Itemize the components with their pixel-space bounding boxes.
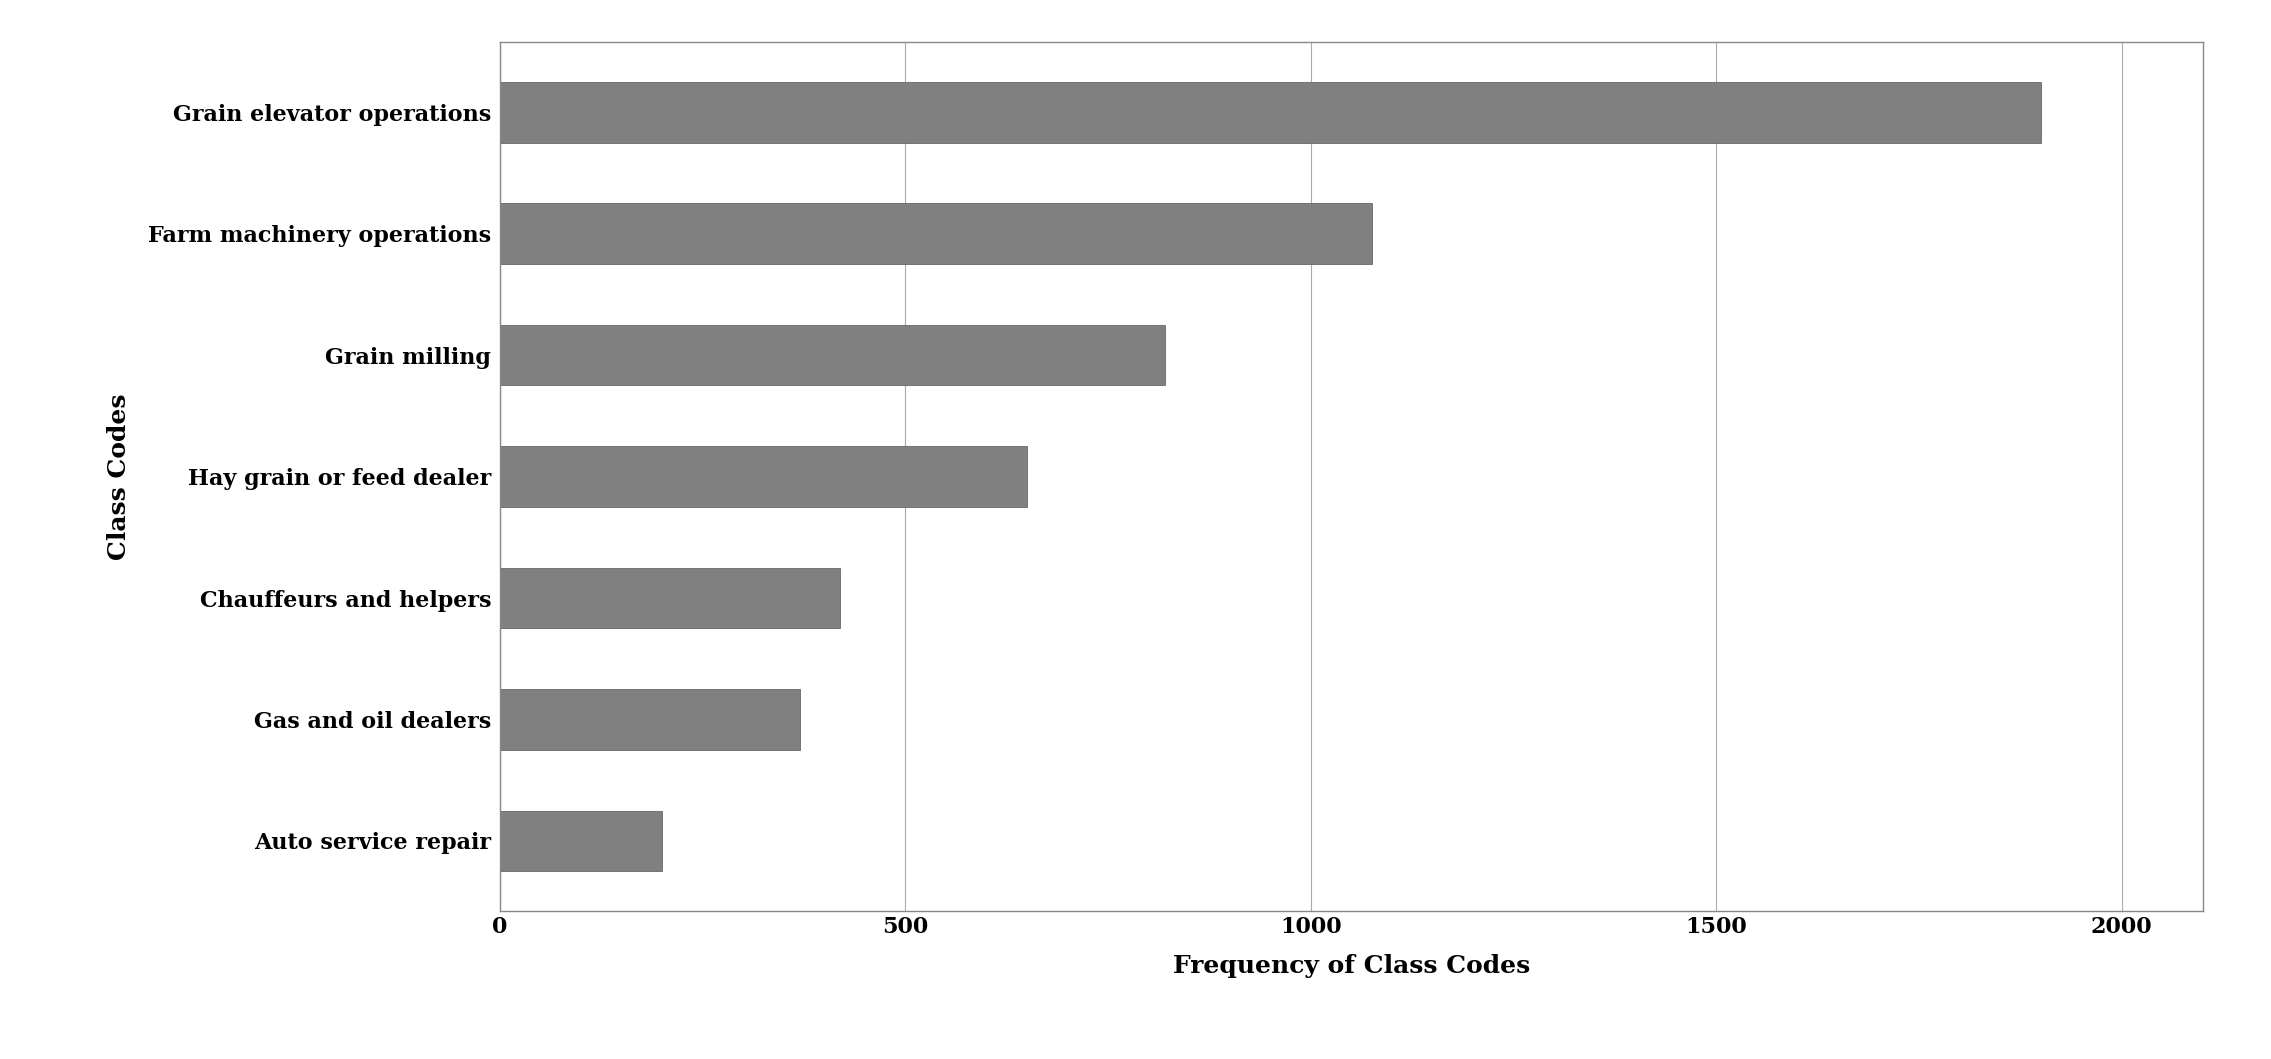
Bar (500, 325, 1165, 385)
Bar (500, 203, 1372, 264)
Bar (500, 82, 2042, 143)
Y-axis label: Class Codes: Class Codes (107, 393, 132, 560)
X-axis label: Frequency of Class Codes: Frequency of Class Codes (1172, 954, 1531, 979)
Bar (500, 810, 661, 872)
Bar (500, 689, 799, 750)
Bar (500, 568, 840, 628)
Bar (500, 446, 1026, 507)
